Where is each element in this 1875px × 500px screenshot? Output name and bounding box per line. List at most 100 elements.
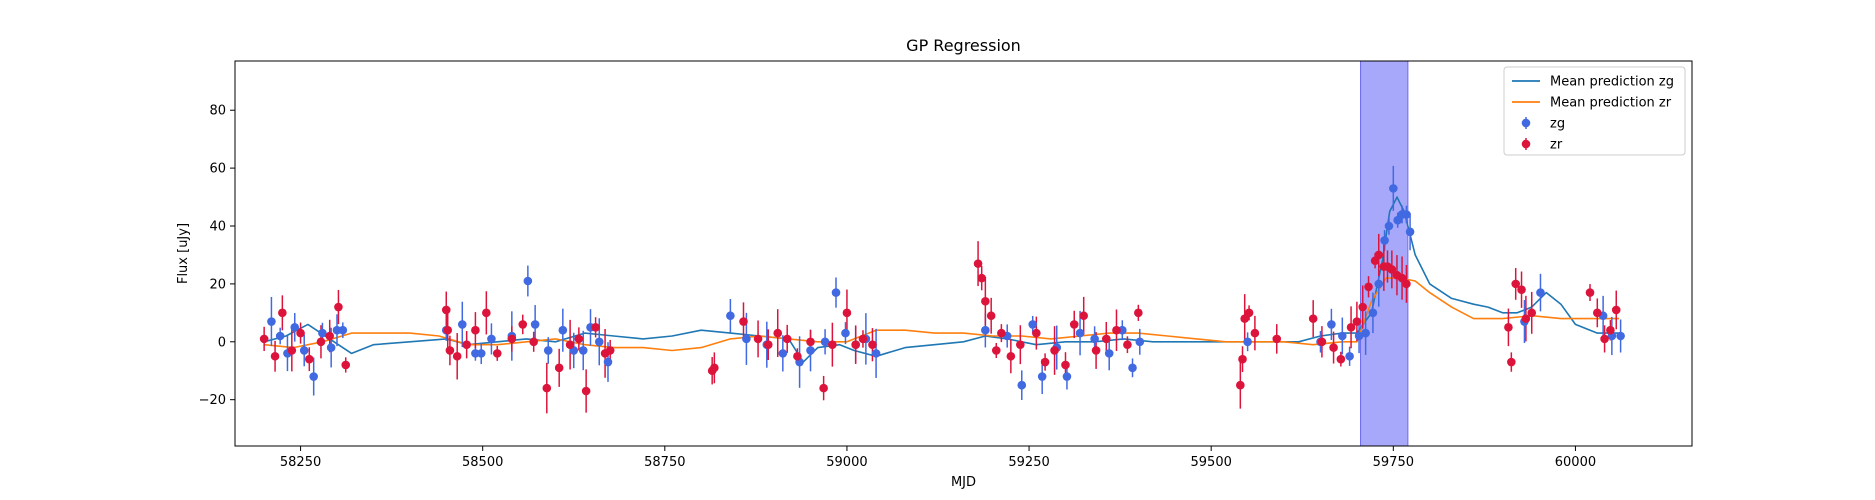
zr-data-point [1032,328,1041,338]
zr-data-point [565,340,575,349]
zr-data-point [278,308,287,318]
zr-data-point [1236,380,1245,390]
y-axis-label: Flux [uJy] [176,223,191,284]
y-tick-label: 40 [209,220,226,235]
x-tick-label: 58250 [280,455,321,470]
zr-data-point [973,259,983,268]
zr-data-point [1374,250,1384,260]
zr-data-point [977,273,987,283]
x-tick-label: 59250 [1008,455,1049,470]
zg-data-point [1128,363,1137,373]
zg-data-point [578,346,588,355]
zg-data-point [290,323,300,332]
zr-data-point [1238,354,1247,364]
zg-data-point [1354,331,1364,341]
zr-data-point [1061,360,1070,370]
plot-area-frame [234,60,1693,447]
zr-data-point [997,328,1006,338]
zg-data-point [275,331,285,341]
zr-data-point [753,334,763,344]
zr-data-point [1101,334,1111,344]
x-axis-ticks: 58250 58500 58750 59000 59250 59500 59750 60000 [280,446,1596,470]
zr-data-point [1006,351,1016,361]
zr-data-point [1402,279,1411,289]
zr-data-point [270,351,280,361]
zr-data-point [793,351,802,361]
zr-data-point [316,337,326,347]
zg-data-point [523,276,533,286]
zr-data-point [1592,308,1602,318]
zr-data-point [1346,323,1356,332]
x-tick-label: 60000 [1555,455,1596,470]
zg-data-point [530,320,540,329]
data-points-layer [259,184,1625,396]
zg-data-point [820,337,830,347]
zr-data-point [452,351,462,361]
zr-data-point [1507,357,1516,367]
y-tick-label: 60 [209,162,226,177]
y-axis-ticks: −20 0 20 40 60 80 [199,104,235,408]
x-axis-label: MJD [951,475,976,490]
zg-data-point [1037,372,1047,381]
zr-data-point [1250,328,1260,338]
zr-data-point [763,340,773,349]
zg-data-point [1536,288,1545,297]
zr-data-point [462,340,471,349]
zg-data-point [543,346,553,355]
zr-data-point [1040,357,1050,367]
zr-data-point [1611,305,1621,315]
zr-data-point [1511,279,1521,289]
zg-data-point [1062,372,1072,381]
y-tick-label: 80 [209,104,226,119]
zg-data-point [1374,279,1384,289]
zr-data-point [518,320,528,329]
zr-data-point [591,323,600,332]
zg-data-point [1104,349,1114,358]
zr-data-point [1329,343,1338,352]
zr-data-point [782,334,792,344]
zg-data-point [1361,328,1370,338]
zr-data-point [492,349,502,358]
zg-data-point [299,346,309,355]
zr-data-point [868,340,877,349]
zr-data-point [1504,323,1513,332]
zg-data-point [1616,331,1625,341]
legend-label: Mean prediction zg [1550,75,1674,90]
zr-data-point [1358,302,1368,312]
zr-data-point [1606,325,1615,335]
zr-data-point [443,325,453,335]
zr-data-point [1134,308,1143,318]
zr-data-point [773,328,783,338]
zg-data-point [1405,227,1415,237]
y-tick-label: −20 [199,393,226,408]
zg-data-point [742,334,751,344]
zr-data-point [334,302,343,312]
zr-data-point [554,363,564,373]
zg-data-point [1389,184,1398,193]
zr-data-point [828,340,837,349]
legend-marker-swatch [1521,139,1531,149]
zg-data-point [558,325,568,335]
zr-data-point [1091,346,1101,355]
legend: Mean prediction zg Mean prediction zr zg zr [1503,66,1686,156]
zr-data-point [1600,334,1609,344]
zg-data-point [726,311,735,321]
legend-label: Mean prediction zr [1550,96,1672,111]
zr-data-point [981,296,990,306]
legend-entries: Mean prediction zg Mean prediction zr zg zr [1512,75,1674,153]
zr-data-point [1079,311,1089,321]
zr-data-point [287,346,297,355]
zg-data-point [981,325,990,335]
chart-title: GP Regression [906,36,1021,55]
zg-data-point [871,349,881,358]
zr-data-point [445,346,455,355]
x-tick-label: 58500 [462,455,503,470]
zg-data-point [778,349,788,358]
zr-data-point [507,334,517,344]
zr-data-point [819,383,828,393]
zr-data-point [471,325,480,335]
legend-label: zr [1550,138,1563,153]
zg-data-point [603,357,613,367]
zr-data-point [806,337,815,347]
